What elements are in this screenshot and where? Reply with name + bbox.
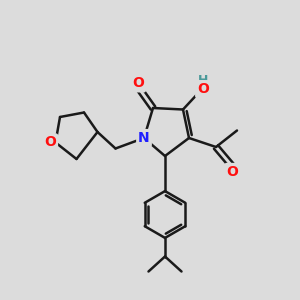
Text: O: O — [226, 165, 238, 179]
Text: H: H — [198, 74, 208, 87]
Text: N: N — [138, 131, 150, 145]
Text: O: O — [44, 136, 56, 149]
Text: O: O — [132, 76, 144, 90]
Text: O: O — [197, 82, 209, 96]
